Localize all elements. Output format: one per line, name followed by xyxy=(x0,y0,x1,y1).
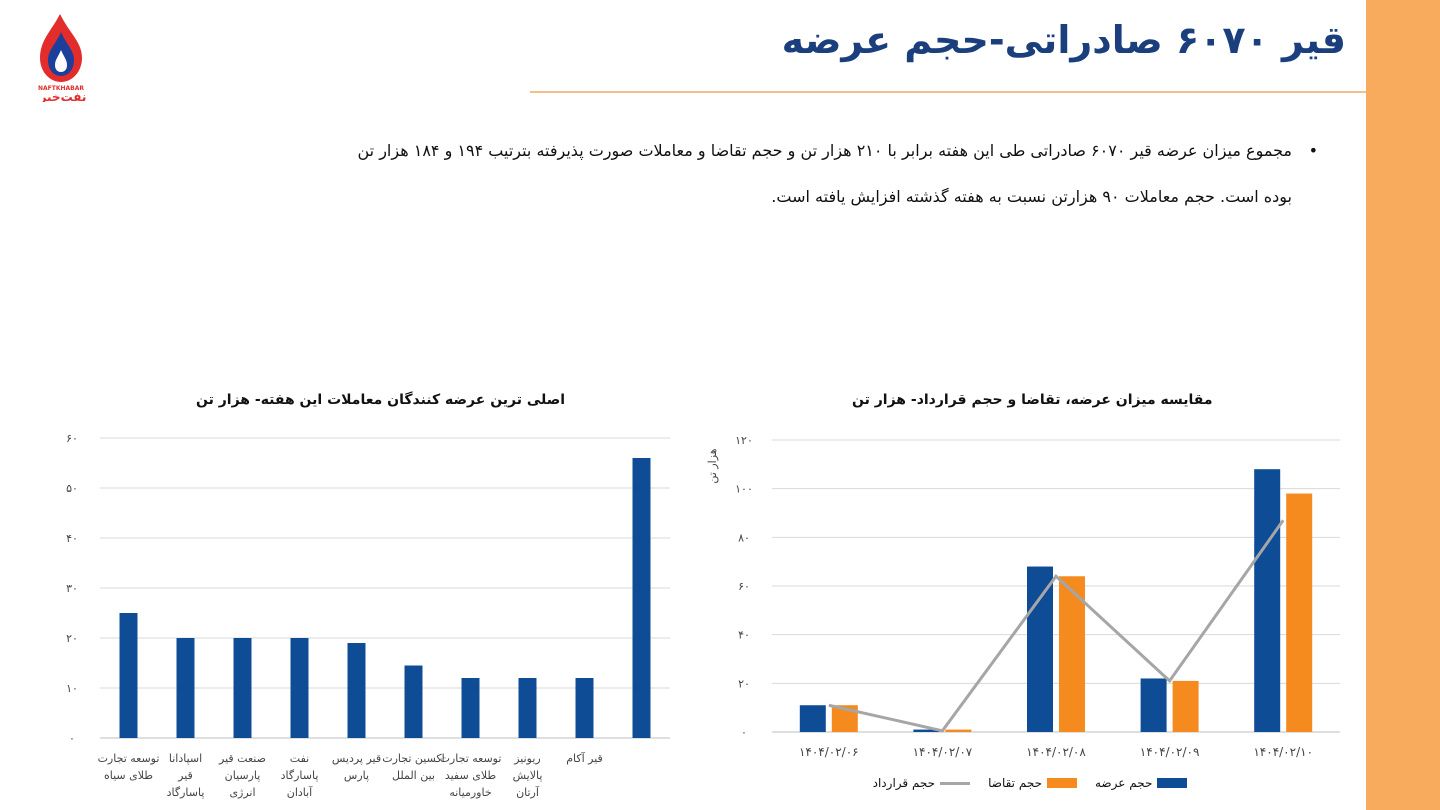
title-divider xyxy=(530,91,1366,93)
x-tick-label: ۱۴۰۴/۰۲/۰۸ xyxy=(1026,745,1086,759)
legend-label-contract: حجم قرارداد xyxy=(872,776,936,790)
summary-line-2: بوده است. حجم معاملات ۹۰ هزارتن نسبت به … xyxy=(771,187,1292,206)
y-axis-label: هزار تن xyxy=(706,448,719,483)
supply-bar xyxy=(913,729,940,732)
demand-bar xyxy=(1286,493,1313,732)
x-tick-label: قیر پردیس پارس xyxy=(332,752,381,782)
y-tick-label: ۱۰ xyxy=(66,682,78,695)
demand-bar xyxy=(1059,576,1085,732)
y-tick-label: ۶۰ xyxy=(738,580,750,593)
summary-text: مجموع میزان عرضه قیر ۶۰۷۰ صادراتی طی این… xyxy=(170,128,1318,220)
y-tick-label: ۱۰۰ xyxy=(735,483,753,496)
x-tick-label: نفت پاسارگاد آبادان xyxy=(281,752,319,799)
supplier-bar xyxy=(290,638,309,738)
supplier-bar xyxy=(575,678,594,738)
logo-text-en: NAFTKHABAR xyxy=(38,85,84,92)
y-tick-label: ۴۰ xyxy=(738,629,750,642)
legend-item-contract: حجم قرارداد xyxy=(872,776,971,790)
x-tick-label: توسعه تجارت طلای سیاه xyxy=(98,752,160,782)
supplier-bar xyxy=(518,678,537,738)
suppliers-bar-chart: ۰ ۱۰ ۲۰ ۳۰ ۴۰ ۵۰ ۶۰ توسعه تجارت طلای سیاهاسپادان… xyxy=(66,432,670,799)
logo-flame-core xyxy=(55,50,67,72)
demand-bar xyxy=(945,729,972,732)
y-tick-label: ۰ xyxy=(69,732,75,745)
x-tick-label: ۱۴۰۴/۰۲/۰۶ xyxy=(799,745,859,759)
legend-swatch-demand xyxy=(1047,778,1077,788)
x-tick-label: ۱۴۰۴/۰۲/۰۷ xyxy=(913,745,973,759)
supplier-bar xyxy=(461,678,480,738)
y-tick-label: ۸۰ xyxy=(738,531,750,544)
supply-bar xyxy=(1140,678,1167,732)
supply-bar xyxy=(1027,566,1053,732)
x-tick-label: قیر آکام xyxy=(566,751,603,765)
page-title: قیر ۶۰۷۰ صادراتی-حجم عرضه xyxy=(781,18,1346,62)
accent-side-bar xyxy=(1366,0,1440,810)
x-tick-label: ۱۴۰۴/۰۲/۰۹ xyxy=(1140,745,1200,759)
supplier-bar xyxy=(632,458,651,738)
y-tick-label: ۲۰ xyxy=(738,677,750,690)
x-tick-label: اکسین تجارت بین الملل xyxy=(382,752,444,782)
naftkhabar-logo: NAFTKHABAR نفت‌خبر xyxy=(38,14,87,102)
y-tick-label: ۲۰ xyxy=(66,632,78,645)
legend-swatch-contract xyxy=(940,781,971,785)
legend-item-supply: حجم عرضه xyxy=(1095,776,1188,790)
supplier-bar xyxy=(176,638,195,738)
comparison-bar-chart: ۰ ۲۰ ۴۰ ۶۰ ۸۰ ۱۰۰ ۱۲۰ هزار تن ۱۴۰۴/۰۲/۰۶ ۱۴۰۴/۰۲/… xyxy=(706,434,1340,759)
comparison-chart-title: مقایسه میزان عرضه، تقاضا و حجم قرارداد- … xyxy=(852,392,1213,408)
x-tick-label: ۱۴۰۴/۰۲/۱۰ xyxy=(1253,745,1313,759)
suppliers-chart-title: اصلی ترین عرضه کنندگان معاملات این هفته-… xyxy=(196,392,566,408)
logo-text-fa: نفت‌خبر xyxy=(39,90,87,102)
summary-line-1: مجموع میزان عرضه قیر ۶۰۷۰ صادراتی طی این… xyxy=(357,141,1292,160)
x-tick-label: توسعه تجارت طلای سفید خاورمیانه xyxy=(440,752,502,799)
supply-bar xyxy=(1254,469,1281,732)
legend-swatch-supply xyxy=(1157,778,1188,788)
summary-bullet: مجموع میزان عرضه قیر ۶۰۷۰ صادراتی طی این… xyxy=(170,128,1318,220)
y-tick-label: ۳۰ xyxy=(66,582,78,595)
legend-label-demand: حجم تقاضا xyxy=(988,776,1042,790)
demand-bar xyxy=(1172,680,1199,732)
legend-item-demand: حجم تقاضا xyxy=(988,776,1077,790)
supplier-bar xyxy=(347,643,366,738)
y-tick-label: ۰ xyxy=(741,726,747,739)
comparison-chart-legend: حجم عرضه حجم تقاضا حجم قرارداد xyxy=(860,776,1200,790)
supplier-bar xyxy=(119,613,138,738)
x-tick-label: اسپادانا قیر پاسارگاد xyxy=(167,752,205,799)
x-tick-label: صنعت قیر پارسیان انرژی xyxy=(218,752,266,799)
supply-bar xyxy=(799,705,826,732)
contract-line xyxy=(828,519,1285,733)
supplier-bar xyxy=(233,638,252,738)
y-tick-label: ۶۰ xyxy=(66,432,78,445)
legend-label-supply: حجم عرضه xyxy=(1095,776,1153,790)
y-tick-label: ۵۰ xyxy=(66,482,78,495)
y-tick-label: ۱۲۰ xyxy=(735,434,753,447)
y-tick-label: ۴۰ xyxy=(66,532,78,545)
x-tick-label: ریونیز پالایش آرتان xyxy=(513,752,543,799)
supplier-bar xyxy=(404,665,423,738)
